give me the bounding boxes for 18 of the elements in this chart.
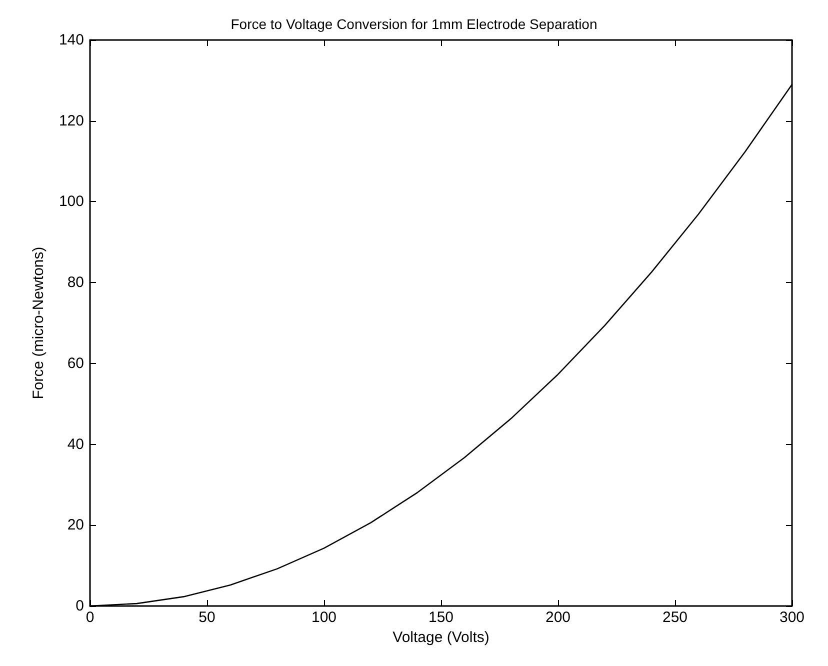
x-tick-label: 200 <box>545 609 571 626</box>
chart-title: Force to Voltage Conversion for 1mm Electrode Separation <box>230 16 598 32</box>
y-tick-label: 40 <box>67 436 84 453</box>
y-tick-label: 80 <box>67 274 84 292</box>
y-tick-label: 120 <box>58 112 84 130</box>
y-tick-label: 20 <box>67 516 84 534</box>
y-tick-label: 140 <box>58 32 84 48</box>
y-tick-label: 100 <box>58 193 84 210</box>
x-tick-label: 150 <box>428 609 454 626</box>
y-tick-label: 60 <box>67 354 84 372</box>
x-tick-label: 100 <box>311 609 337 626</box>
x-tick-label: 50 <box>198 609 216 626</box>
x-tick-label: 250 <box>662 609 688 626</box>
x-axis-title: Voltage (Volts) <box>392 629 490 646</box>
x-tick-label: 0 <box>86 609 94 626</box>
y-tick-label: 0 <box>76 598 84 614</box>
x-tick-label: 300 <box>779 609 805 626</box>
y-axis-title: Force (micro-Newtons) <box>30 246 47 400</box>
